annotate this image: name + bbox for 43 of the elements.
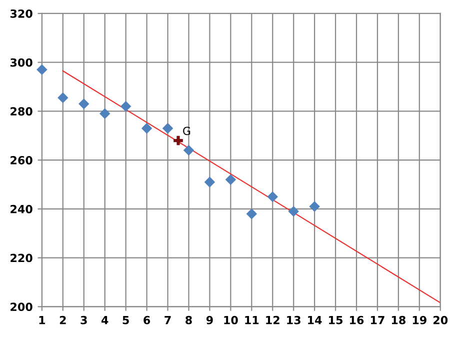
- x-tick-label: 7: [164, 316, 171, 324]
- point: [267, 191, 278, 202]
- point: [141, 122, 152, 134]
- point: [225, 174, 236, 185]
- x-tick-label: 20: [434, 316, 448, 324]
- y-tick-label: 240: [10, 204, 32, 214]
- x-tick-label: 14: [308, 316, 322, 324]
- x-tick-label: 12: [266, 316, 280, 324]
- point: [78, 98, 90, 110]
- x-tick-label: 15: [329, 316, 342, 324]
- y-tick-label: 260: [10, 156, 32, 164]
- point: [99, 108, 110, 120]
- x-tick-label: 9: [206, 316, 213, 324]
- x-tick-label: 17: [370, 316, 384, 324]
- point: [183, 144, 194, 156]
- x-tick-label: 6: [144, 316, 150, 324]
- x-tick-label: 4: [101, 316, 108, 324]
- y-tick-label: 280: [10, 107, 32, 116]
- y-tick-label: 320: [10, 9, 32, 18]
- point: [204, 176, 216, 188]
- x-tick-label: 2: [60, 316, 66, 324]
- x-tick-label: 13: [287, 316, 300, 324]
- point: [309, 201, 320, 212]
- point: [288, 206, 299, 217]
- y-tick-label: 220: [10, 254, 32, 262]
- x-tick-label: 10: [224, 316, 238, 324]
- point: [120, 100, 132, 112]
- point: [246, 208, 258, 220]
- point: [174, 136, 183, 146]
- point: [36, 64, 48, 76]
- x-tick-label: 5: [122, 316, 129, 324]
- point: [162, 122, 174, 134]
- annotation: G: [183, 126, 190, 136]
- y-tick-label: 200: [10, 302, 32, 312]
- x-tick-label: 1: [39, 316, 46, 324]
- x-tick-label: 3: [80, 316, 87, 324]
- x-tick-label: 19: [412, 316, 426, 324]
- y-tick-label: 300: [10, 58, 32, 67]
- x-tick-label: 8: [186, 316, 192, 324]
- x-tick-label: 18: [392, 316, 406, 324]
- point: [58, 92, 68, 104]
- x-tick-label: 11: [245, 316, 259, 324]
- x-tick-label: 16: [350, 316, 364, 324]
